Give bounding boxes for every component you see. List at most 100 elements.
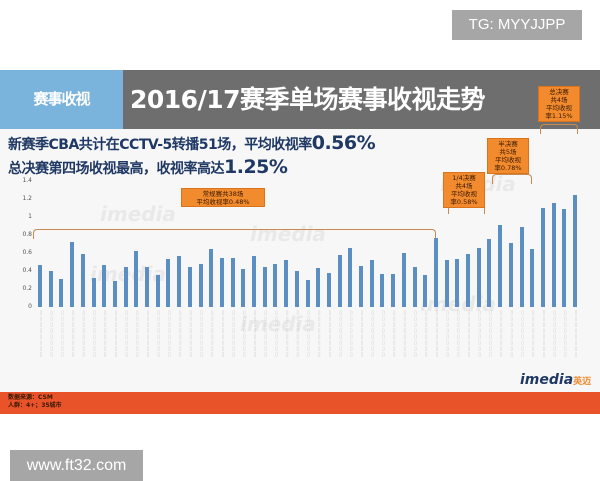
x-tick-label: ▯▯▯▯▯▯▯▯	[59, 310, 66, 358]
x-tick-label: ▯▯▯▯▯▯▯▯	[391, 310, 398, 358]
bar	[230, 257, 235, 307]
bar	[369, 260, 374, 307]
subtitle-line-1: 新赛季CBA共计在CCTV-5转播51场，平均收视率0.56%	[8, 132, 376, 154]
x-tick-label: ▯▯▯▯▯▯▯▯	[91, 310, 98, 358]
bar	[305, 280, 310, 307]
x-tick-label: ▯▯▯▯▯▯▯▯	[230, 310, 237, 358]
group-callout: 1/4决赛 共4场 平均收视 率0.58%	[443, 172, 485, 208]
bar	[487, 238, 492, 307]
x-tick-label: ▯▯▯▯▯▯▯▯	[241, 310, 248, 358]
bar	[145, 267, 149, 307]
x-tick-label: ▯▯▯▯▯▯▯▯	[326, 310, 333, 358]
x-tick-label: ▯▯▯▯▯▯▯▯	[252, 310, 258, 358]
audience-line: 人群：4+；35城市	[8, 402, 62, 409]
y-tick-label: 0	[28, 303, 32, 310]
group-bracket	[33, 229, 436, 239]
subtitle-line-2-value: 1.25%	[224, 156, 288, 178]
x-tick-label: ▯▯▯▯▯▯▯▯	[284, 310, 291, 358]
y-tick-label: 0.4	[22, 267, 32, 274]
x-tick-label: ▯▯▯▯▯▯▯▯	[219, 310, 226, 358]
bar	[91, 278, 96, 307]
subtitle-line-1-text: 新赛季CBA共计在CCTV-5转播51场，平均收视率	[8, 137, 312, 153]
x-tick-label: ▯▯▯▯▯▯▯▯	[508, 310, 515, 358]
x-tick-label: ▯▯▯▯▯▯▯▯	[466, 310, 472, 358]
y-tick-label: 0.2	[22, 285, 32, 292]
x-tick-label: ▯▯▯▯▯▯▯▯	[80, 310, 87, 358]
bar	[123, 267, 128, 307]
bar	[508, 243, 513, 307]
bar	[573, 194, 577, 307]
bar	[444, 260, 449, 307]
x-tick-label: ▯▯▯▯▯▯▯▯	[177, 310, 184, 358]
x-tick-label: ▯▯▯▯▯▯▯▯	[209, 310, 216, 358]
imedia-logo: imedia英迈	[520, 372, 592, 388]
bar	[241, 269, 246, 307]
x-tick-label: ▯▯▯▯▯▯▯▯	[369, 310, 376, 358]
bar	[273, 263, 278, 307]
x-tick-label: ▯▯▯▯▯▯▯▯	[134, 310, 141, 358]
bar	[70, 242, 75, 307]
bar	[252, 255, 256, 307]
bar	[187, 266, 192, 307]
bar	[562, 208, 567, 307]
bar	[476, 247, 481, 307]
x-tick-label: ▯▯▯▯▯▯▯▯	[455, 310, 462, 358]
imedia-watermark: imedia	[100, 202, 176, 226]
bar	[80, 253, 85, 307]
bar	[134, 251, 139, 307]
bar	[38, 264, 42, 307]
bar	[391, 273, 396, 307]
x-tick-label: ▯▯▯▯▯▯▯▯	[519, 310, 526, 358]
x-tick-label: ▯▯▯▯▯▯▯▯	[70, 310, 77, 358]
bar	[359, 265, 363, 307]
x-tick-label: ▯▯▯▯▯▯▯▯	[155, 310, 162, 358]
bar	[294, 271, 299, 307]
x-tick-label: ▯▯▯▯▯▯▯▯	[348, 310, 355, 358]
section-label: 赛事收视	[0, 70, 123, 129]
x-tick-label: ▯▯▯▯▯▯▯▯	[433, 310, 440, 358]
bar	[423, 274, 428, 307]
x-tick-label: ▯▯▯▯▯▯▯▯	[198, 310, 205, 358]
bar	[316, 268, 321, 307]
x-tick-label: ▯▯▯▯▯▯▯▯	[412, 310, 419, 358]
slide: 赛事收视 2016/17赛季单场赛事收视走势 新赛季CBA共计在CCTV-5转播…	[0, 70, 600, 414]
subtitle-line-1-value: 0.56%	[311, 132, 376, 154]
bar	[326, 272, 331, 307]
tg-watermark: TG: MYYJJPP	[452, 10, 582, 40]
bar	[433, 237, 438, 307]
page-title: 2016/17赛季单场赛事收视走势	[123, 70, 600, 129]
bar	[48, 271, 53, 307]
x-tick-label: ▯▯▯▯▯▯▯▯	[444, 310, 451, 358]
bar	[519, 226, 524, 307]
bar	[380, 273, 385, 307]
x-tick-label: ▯▯▯▯▯▯▯▯	[401, 310, 408, 358]
bar	[284, 260, 289, 307]
x-tick-label: ▯▯▯▯▯▯▯▯	[262, 310, 269, 358]
y-tick-label: 1.4	[22, 177, 32, 184]
group-bracket	[540, 124, 578, 134]
x-tick-label: ▯▯▯▯▯▯▯▯	[102, 310, 109, 358]
bar	[498, 225, 503, 307]
bar	[198, 263, 203, 307]
x-tick-label: ▯▯▯▯▯▯▯▯	[380, 310, 387, 358]
x-tick-label: ▯▯▯▯▯▯▯▯	[551, 310, 558, 358]
bar	[59, 279, 64, 307]
x-tick-label: ▯▯▯▯▯▯▯▯	[112, 310, 119, 358]
x-tick-label: ▯▯▯▯▯▯▯▯	[145, 310, 151, 358]
x-tick-label: ▯▯▯▯▯▯▯▯	[187, 310, 194, 358]
bar	[530, 248, 535, 307]
bar	[348, 247, 353, 307]
x-tick-label: ▯▯▯▯▯▯▯▯	[305, 310, 312, 358]
x-tick-label: ▯▯▯▯▯▯▯▯	[316, 310, 323, 358]
group-callout: 常规赛共38场 平均收视率0.48%	[181, 188, 265, 207]
x-tick-label: ▯▯▯▯▯▯▯▯	[530, 310, 537, 358]
bar	[177, 255, 182, 307]
site-watermark: www.ft32.com	[10, 450, 143, 481]
x-tick-label: ▯▯▯▯▯▯▯▯	[273, 310, 280, 358]
bar-chart: imediaimediaimediaimediaimediaimedia00.2…	[0, 86, 600, 382]
bar	[466, 253, 470, 307]
y-tick-label: 0.6	[22, 249, 32, 256]
bar	[540, 208, 545, 307]
bar	[551, 202, 556, 307]
imedia-watermark: imedia	[250, 222, 326, 246]
